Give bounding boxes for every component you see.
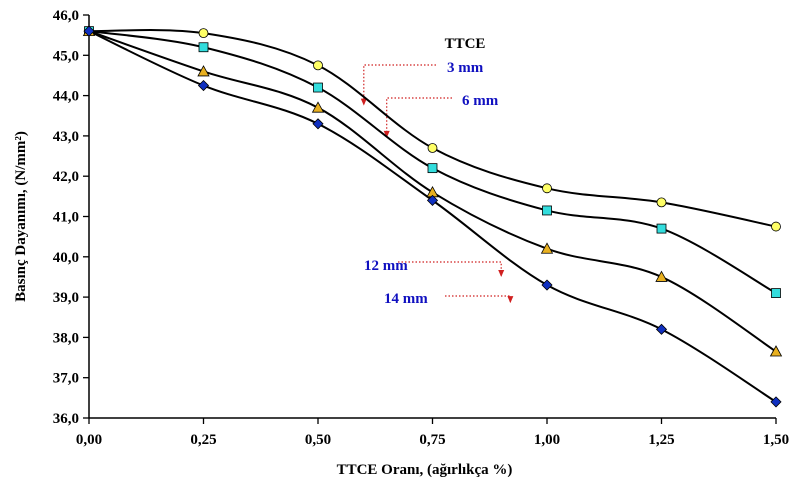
data-point-12-mm (311, 101, 325, 113)
y-tick-label: 46,0 (53, 8, 79, 24)
y-tick-label: 42,0 (53, 169, 79, 185)
data-point-14-mm (655, 323, 668, 335)
data-point-14-mm (770, 396, 782, 408)
x-tick-label: 0,00 (76, 432, 102, 448)
series-layer (82, 24, 783, 408)
annotation-leader (363, 64, 436, 105)
y-tick-label: 38,0 (53, 330, 79, 346)
annotation-leader (445, 295, 511, 303)
x-axis-title: TTCE Oranı, (ağırlıkça %) (337, 462, 513, 478)
labels-layer: 36,0 37,0 38,0 39,0 40,0 41,0 42,0 43,0 44,0 45,0… (13, 8, 789, 478)
y-tick-label: 44,0 (53, 89, 79, 105)
data-point-14-mm (197, 79, 210, 92)
data-point-6-mm (542, 205, 552, 216)
x-tick-label: 0,25 (190, 432, 216, 448)
data-point-6-mm (198, 42, 209, 53)
legend-title: TTCE (445, 36, 486, 52)
y-tick-label: 41,0 (53, 210, 79, 226)
annotations (360, 64, 514, 304)
annotation-label: 3 mm (447, 60, 484, 76)
y-tick-label: 36,0 (53, 411, 79, 427)
annotation-leader (398, 261, 502, 276)
data-point-3-mm (313, 60, 323, 71)
data-point-12-mm (197, 65, 210, 77)
data-point-14-mm (426, 194, 439, 206)
y-tick-label: 37,0 (53, 371, 79, 387)
data-point-12-mm (540, 242, 554, 254)
y-axis-title: Basınç Dayanımı, (N/mm²) (13, 131, 29, 302)
annotation-label: 6 mm (462, 93, 499, 109)
y-tick-label: 40,0 (53, 250, 79, 266)
data-point-3-mm (771, 221, 781, 232)
data-point-6-mm (313, 82, 323, 93)
x-tick-label: 1,25 (648, 432, 674, 448)
x-tick-label: 1,50 (763, 432, 789, 448)
annotation-label: 14 mm (384, 291, 428, 307)
y-tick-label: 39,0 (53, 290, 79, 306)
annotation-arrowhead (507, 296, 514, 304)
series-line-14-mm (88, 30, 777, 403)
series-line-6-mm (88, 30, 777, 294)
data-point-3-mm (198, 28, 209, 39)
data-point-3-mm (542, 183, 552, 194)
data-point-6-mm (656, 223, 667, 234)
annotation-arrowhead (383, 130, 390, 138)
y-tick-label: 45,0 (53, 48, 79, 64)
annotation-arrowhead (360, 98, 367, 106)
data-point-6-mm (427, 163, 438, 174)
data-point-12-mm (769, 345, 783, 357)
data-point-6-mm (771, 288, 781, 298)
data-point-14-mm (312, 118, 324, 130)
x-tick-label: 1,00 (534, 432, 560, 448)
annotation-arrowhead (498, 269, 505, 277)
axes (83, 14, 777, 424)
x-tick-label: 0,75 (419, 432, 445, 448)
data-point-3-mm (427, 143, 438, 153)
data-point-12-mm (655, 270, 668, 282)
data-point-3-mm (656, 197, 667, 208)
x-tick-label: 0,50 (305, 432, 331, 448)
annotation-label: 12 mm (364, 258, 408, 274)
data-point-14-mm (541, 279, 553, 291)
annotation-leader (386, 97, 452, 137)
data-point-14-mm (83, 25, 95, 37)
y-tick-label: 43,0 (53, 129, 79, 145)
